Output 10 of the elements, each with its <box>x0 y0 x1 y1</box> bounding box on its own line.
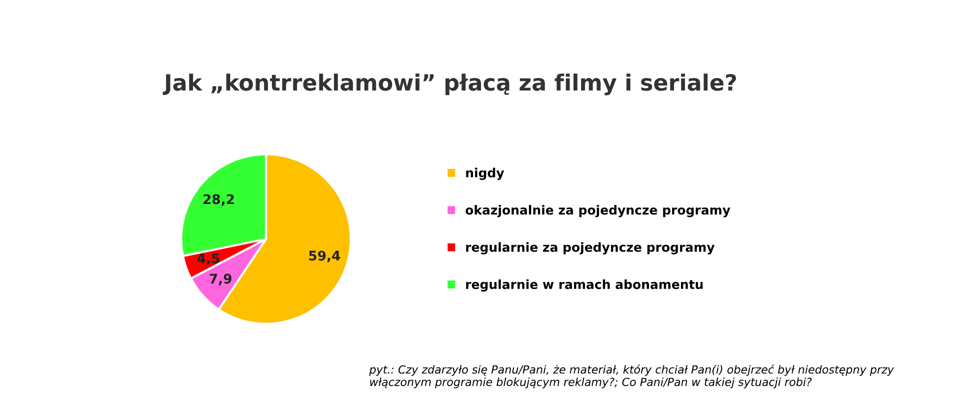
data-label: 28,2 <box>203 194 234 206</box>
text: pyt.: Czy zdarzyło się Panu/Pani, że materiał, który chciał Pan(i) obejrzeć był niedostępny przy włączonym programie blokującym reklamy?; Co Pani/Pan w takiej sytuacji robi? <box>369 364 894 388</box>
data-label: 7,9 <box>210 274 232 286</box>
chart-title: Jak „kontrreklamowi” płacą za filmy i seriale? <box>162 74 736 96</box>
legend-label: nigdy <box>466 168 504 180</box>
legend-label: regularnie za pojedyncze programy <box>466 242 715 254</box>
data-label: 59,4 <box>309 250 340 262</box>
legend-label: okazjonalnie za pojedyncze programy <box>466 205 730 218</box>
legend-label: regularnie w ramach abonamentu <box>466 279 703 292</box>
data-label: 4,5 <box>197 254 220 266</box>
